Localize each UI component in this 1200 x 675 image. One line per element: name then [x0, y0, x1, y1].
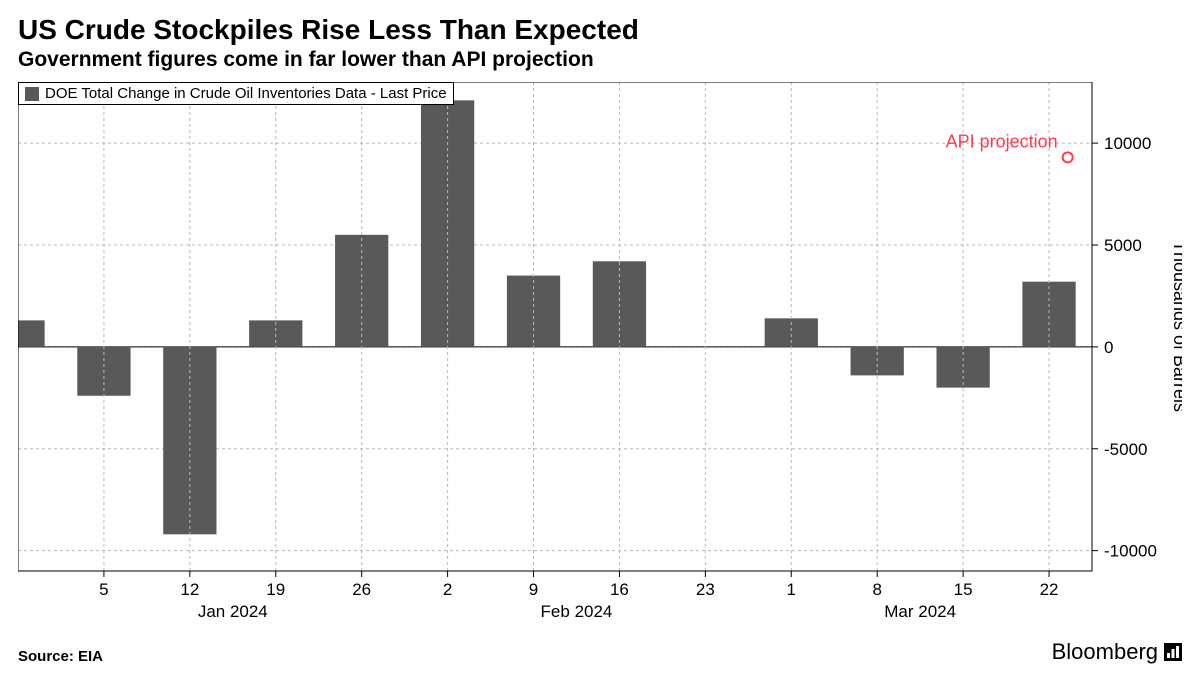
svg-text:15: 15: [954, 580, 973, 599]
svg-text:12: 12: [180, 580, 199, 599]
svg-text:22: 22: [1040, 580, 1059, 599]
brand-text: Bloomberg: [1052, 639, 1158, 665]
brand-label: Bloomberg: [1052, 639, 1182, 665]
legend: DOE Total Change in Crude Oil Inventorie…: [18, 82, 454, 105]
svg-text:19: 19: [266, 580, 285, 599]
svg-text:-5000: -5000: [1104, 440, 1147, 459]
svg-text:26: 26: [352, 580, 371, 599]
svg-text:-10000: -10000: [1104, 542, 1157, 561]
svg-text:2: 2: [443, 580, 452, 599]
legend-swatch: [25, 87, 39, 101]
footer: Source: EIA Bloomberg: [18, 639, 1182, 665]
svg-text:API projection: API projection: [946, 131, 1058, 151]
svg-text:0: 0: [1104, 338, 1113, 357]
svg-text:Feb 2024: Feb 2024: [541, 602, 613, 621]
svg-text:Jan 2024: Jan 2024: [198, 602, 268, 621]
svg-text:1: 1: [787, 580, 796, 599]
svg-text:16: 16: [610, 580, 629, 599]
brand-icon: [1164, 643, 1182, 661]
svg-text:5: 5: [99, 580, 108, 599]
legend-label: DOE Total Change in Crude Oil Inventorie…: [45, 85, 447, 102]
chart-title: US Crude Stockpiles Rise Less Than Expec…: [18, 14, 1182, 46]
source-label: Source: EIA: [18, 648, 103, 665]
svg-text:5000: 5000: [1104, 236, 1142, 255]
svg-text:8: 8: [872, 580, 881, 599]
chart-subtitle: Government figures come in far lower tha…: [18, 48, 1182, 72]
svg-text:9: 9: [529, 580, 538, 599]
bar-chart: -10000 -5000 0 5000 10000 5 12 19 26 2 9 16 23 1 8 15 22…: [18, 82, 1182, 627]
chart-container: US Crude Stockpiles Rise Less Than Expec…: [0, 0, 1200, 675]
svg-text:23: 23: [696, 580, 715, 599]
svg-text:10000: 10000: [1104, 134, 1151, 153]
chart-area: -10000 -5000 0 5000 10000 5 12 19 26 2 9 16 23 1 8 15 22…: [18, 82, 1182, 627]
svg-text:Thousands of Barrels: Thousands of Barrels: [1170, 241, 1182, 412]
svg-text:Mar 2024: Mar 2024: [884, 602, 956, 621]
